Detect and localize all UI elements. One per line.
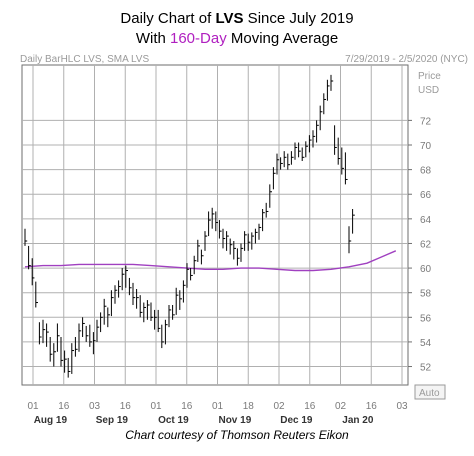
subtitle-prefix: With <box>135 30 170 47</box>
x-tick-label: 01 <box>150 401 162 412</box>
subtitle-accent: 160-Day <box>170 30 227 47</box>
y-tick-label: 60 <box>420 264 432 275</box>
x-tick-label: 16 <box>304 401 316 412</box>
y-axis-ticks: 52 54 56 58 60 62 64 66 68 70 72 <box>408 116 432 374</box>
x-tick-label: 16 <box>181 401 193 412</box>
x-tick-label: 01 <box>27 401 39 412</box>
x-month-label: Sep 19 <box>96 415 129 426</box>
x-tick-label: 01 <box>212 401 224 412</box>
x-month-label: Jan 20 <box>342 415 374 426</box>
x-tick-label: 03 <box>89 401 101 412</box>
sma-line <box>24 250 397 272</box>
x-tick-label: 16 <box>366 401 378 412</box>
y-tick-label: 72 <box>420 116 432 127</box>
sma-layer <box>24 250 397 272</box>
plot-frame <box>21 64 409 386</box>
title-prefix: Daily Chart of <box>120 10 216 27</box>
y-tick-label: 70 <box>420 141 432 152</box>
x-tick-label: 16 <box>120 401 132 412</box>
price-bars <box>24 74 355 378</box>
x-tick-label: 16 <box>58 401 70 412</box>
y-tick-label: 62 <box>420 239 432 250</box>
x-tick-label: 02 <box>273 401 285 412</box>
x-tick-label: 18 <box>243 401 255 412</box>
y-tick-label: 66 <box>420 190 432 201</box>
x-axis-ticks: 01 16 03 16 01 16 01 18 02 16 02 16 03 Aug 19 Sep 19 Oc… <box>27 401 408 426</box>
subtitle-suffix: Moving Average <box>226 30 339 47</box>
y-tick-label: 64 <box>420 215 432 226</box>
y-tick-label: 58 <box>420 289 432 300</box>
y-tick-label: 54 <box>420 338 432 349</box>
chart-credit: Chart courtesy of Thomson Reuters Eikon <box>125 428 349 442</box>
currency-axis-label: USD <box>418 85 439 96</box>
chart-series-caption: Daily BarHLC LVS, SMA LVS <box>20 54 150 65</box>
x-tick-label: 03 <box>396 401 408 412</box>
x-tick-label: 02 <box>335 401 347 412</box>
chart-title-line2: With 160-Day Moving Average <box>0 30 474 47</box>
price-axis-label: Price <box>418 71 441 82</box>
y-tick-label: 68 <box>420 166 432 177</box>
title-suffix: Since July 2019 <box>243 10 354 27</box>
x-month-label: Aug 19 <box>34 415 68 426</box>
x-month-label: Dec 19 <box>280 415 313 426</box>
auto-scale-button[interactable] <box>414 384 446 400</box>
chart-title-line1: Daily Chart of LVS Since July 2019 <box>0 10 474 27</box>
y-tick-label: 52 <box>420 363 432 374</box>
title-ticker: LVS <box>215 10 244 27</box>
y-tick-label: 56 <box>420 313 432 324</box>
chart-date-range: 7/29/2019 - 2/5/2020 (NYC) <box>345 54 468 65</box>
grid-layer <box>22 65 408 385</box>
x-month-label: Oct 19 <box>158 415 189 426</box>
auto-scale-label[interactable]: Auto <box>419 388 440 399</box>
x-month-label: Nov 19 <box>218 415 251 426</box>
